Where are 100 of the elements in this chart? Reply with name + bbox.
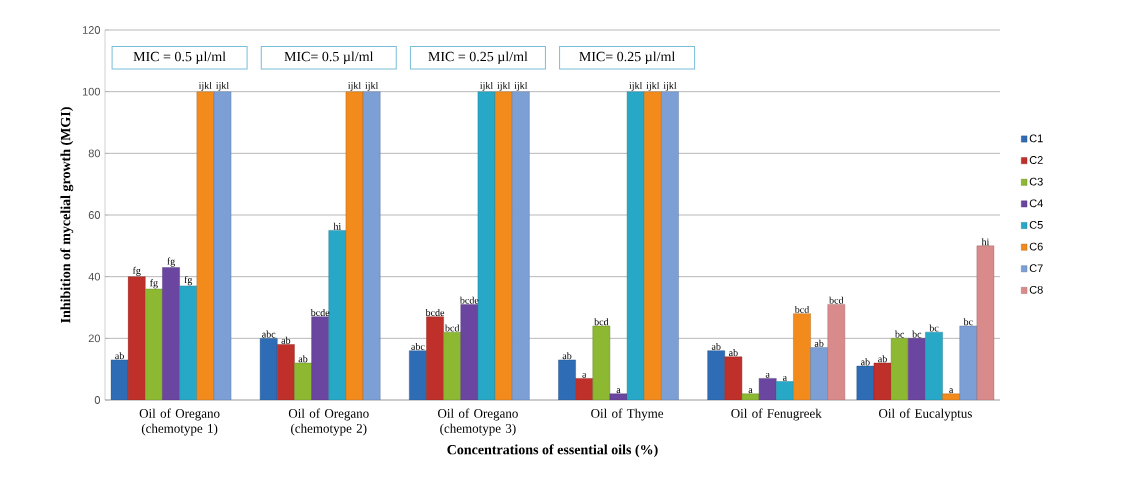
y-tick-label: 80 <box>88 149 101 158</box>
data-label: ab <box>711 342 721 350</box>
data-label: a <box>616 388 621 394</box>
bar <box>196 91 215 400</box>
data-label: ab <box>562 352 572 360</box>
bar <box>575 378 593 400</box>
bar <box>890 338 909 400</box>
legend-label: C4 <box>1029 199 1043 208</box>
bar <box>976 245 995 400</box>
data-label: ab <box>729 349 738 357</box>
data-label: ijkl <box>365 81 379 91</box>
data-label: fg <box>184 276 193 286</box>
data-label: a <box>949 388 954 394</box>
x-tick-label: Oil of Fenugreek <box>731 408 822 421</box>
data-label: bc <box>929 324 939 332</box>
y-axis-title: Inhibition of mycelial growth (MGI) <box>60 107 74 323</box>
bar <box>426 316 444 400</box>
bar <box>810 347 828 400</box>
bar <box>793 313 811 400</box>
data-label: bcd <box>444 324 460 332</box>
bar <box>145 288 163 400</box>
data-label: fg <box>150 279 158 289</box>
data-label: ijkl <box>663 81 677 91</box>
x-tick-label: Oil of Oregano (chemotype 1) <box>139 408 220 436</box>
legend-label: C5 <box>1029 221 1043 229</box>
data-label: ab <box>281 336 291 344</box>
data-label: bcd <box>594 318 609 326</box>
bar <box>179 285 197 400</box>
y-tick-label: 120 <box>82 26 101 34</box>
bar <box>873 362 892 400</box>
bar <box>409 350 427 400</box>
data-label: ijkl <box>348 81 361 91</box>
y-tick-label: 100 <box>82 87 101 96</box>
bar <box>592 325 611 400</box>
y-tick-label: 20 <box>88 334 101 343</box>
annotation: MIC= 0.25 µl/ml <box>579 51 676 65</box>
data-label: ijkl <box>646 81 660 91</box>
data-label: abc <box>262 330 276 338</box>
data-label: hi <box>981 238 990 246</box>
legend-label: C3 <box>1029 177 1043 186</box>
data-label: bc <box>963 318 973 326</box>
y-tick-label: 40 <box>88 272 101 281</box>
data-label: ab <box>861 358 870 366</box>
bar <box>724 356 743 400</box>
data-label: ab <box>878 355 887 363</box>
data-label: ijkl <box>198 81 212 91</box>
annotation: MIC= 0.5 µl/ml <box>284 51 374 65</box>
data-label: ijkl <box>514 81 528 91</box>
annotation: MIC = 0.25 µl/ml <box>428 51 528 65</box>
legend-label: C7 <box>1029 264 1043 273</box>
bar <box>259 338 278 400</box>
y-tick-label: 60 <box>88 211 101 219</box>
bar <box>925 331 943 400</box>
bar <box>959 325 978 400</box>
data-label: bc <box>912 330 922 338</box>
data-label: abc <box>411 342 425 350</box>
bar <box>477 91 496 400</box>
data-label: ijkl <box>216 81 229 91</box>
data-label: fg <box>132 266 141 276</box>
bar <box>460 304 479 400</box>
data-label: a <box>582 372 587 378</box>
bar <box>328 230 347 400</box>
data-label: bcd <box>794 305 810 313</box>
y-tick-label: 0 <box>94 396 101 404</box>
legend-label: C2 <box>1029 156 1043 164</box>
bar <box>162 267 180 400</box>
legend-label: C1 <box>1029 134 1043 143</box>
bar <box>707 350 725 400</box>
x-axis-title: Concentrations of essential oils (%) <box>447 444 658 458</box>
x-tick-label: Oil of Thyme <box>591 408 664 421</box>
bar <box>311 316 329 400</box>
data-label: a <box>782 376 787 381</box>
bar <box>626 91 645 400</box>
bar <box>443 331 461 400</box>
data-label: a <box>748 388 753 394</box>
x-tick-label: Oil of Oregano (chemotype 2) <box>288 408 369 436</box>
data-label: ijkl <box>629 81 643 91</box>
bar <box>127 276 146 400</box>
bar <box>908 338 926 400</box>
bar <box>776 381 794 400</box>
bar <box>277 344 295 400</box>
bar <box>494 91 513 400</box>
data-label: bc <box>894 330 905 338</box>
legend-label: C8 <box>1029 285 1043 294</box>
data-label: ab <box>814 339 824 347</box>
data-label: ab <box>115 352 124 360</box>
data-label: a <box>765 372 770 378</box>
data-label: ab <box>298 355 308 363</box>
data-label: ijkl <box>497 81 511 91</box>
bar <box>644 91 662 400</box>
x-tick-label: Oil of Eucalyptus <box>879 408 972 421</box>
x-tick-label: Oil of Oregano (chemotype 3) <box>438 408 518 436</box>
data-label: bcd <box>829 296 844 304</box>
data-label: bcde <box>425 309 445 317</box>
bar <box>827 304 846 400</box>
bar <box>362 91 381 400</box>
data-label: hi <box>333 222 342 230</box>
bar <box>661 91 679 400</box>
bar <box>512 91 530 400</box>
annotation: MIC = 0.5 µl/ml <box>133 51 226 65</box>
